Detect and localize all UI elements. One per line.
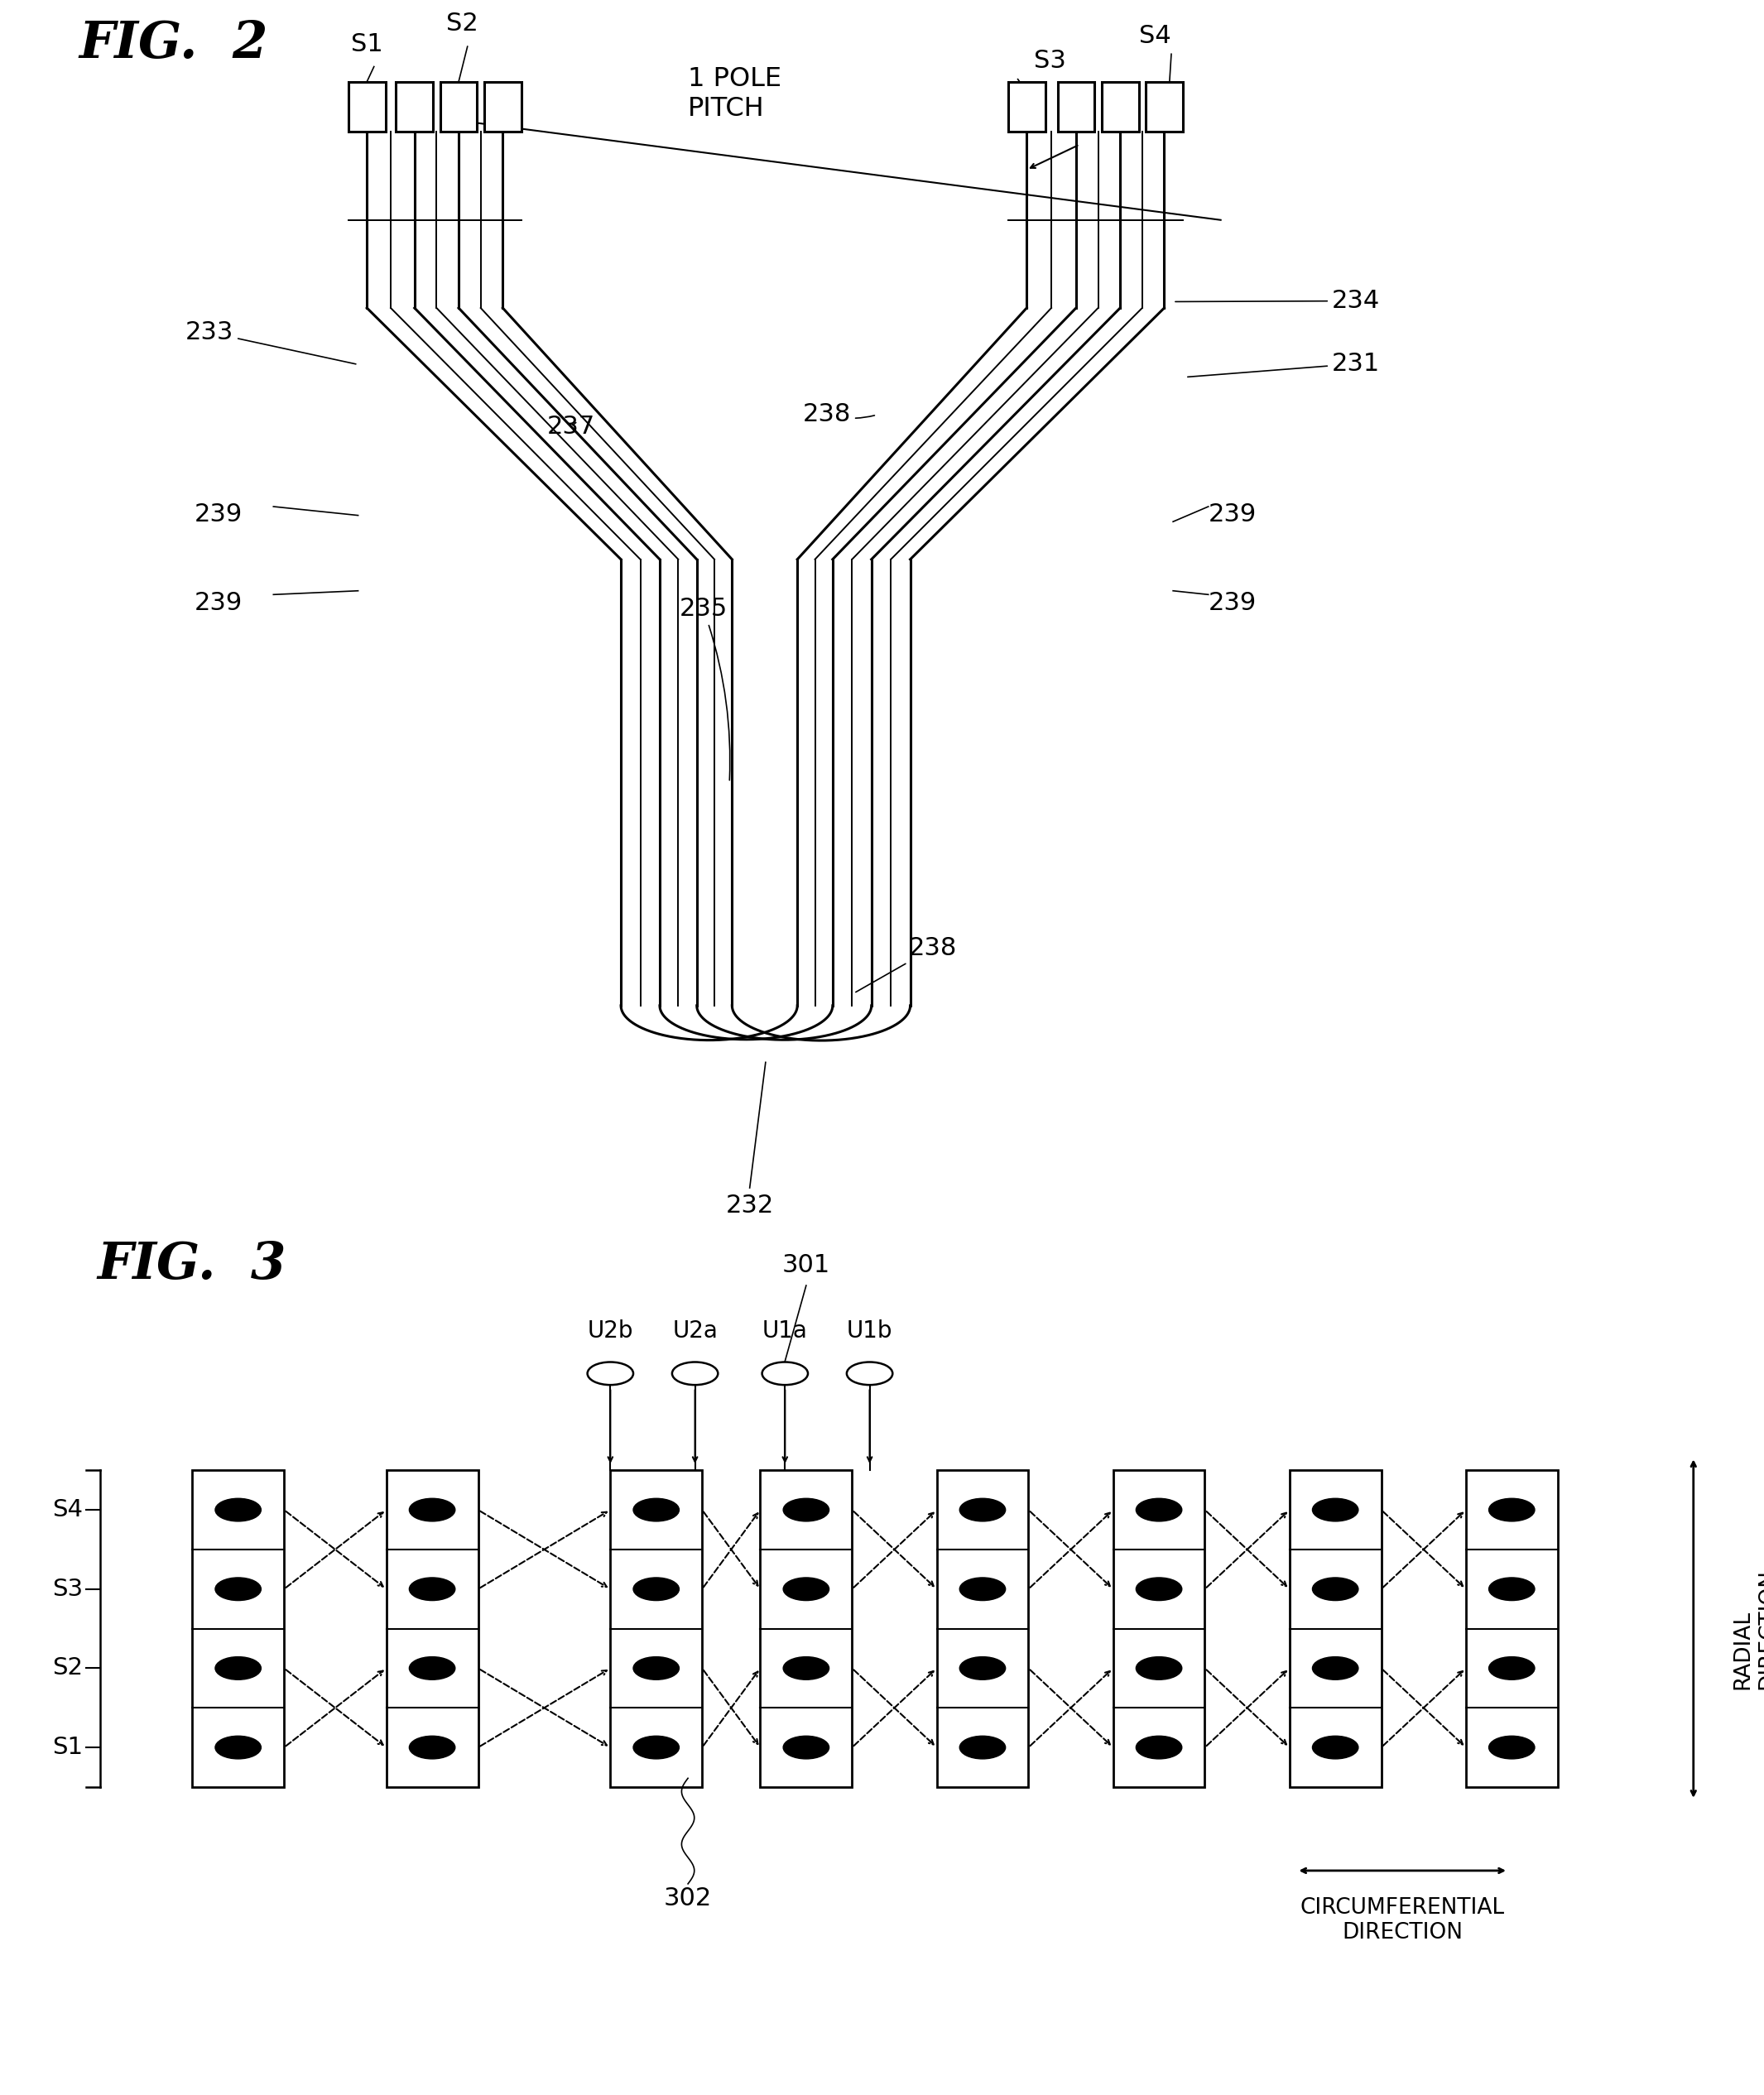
Text: U1a: U1a [762,1320,808,1343]
Circle shape [409,1578,455,1601]
Bar [192,1471,284,1787]
Text: 231: 231 [1187,352,1379,377]
Text: 233: 233 [185,321,356,365]
Bar [386,1471,478,1787]
Bar [397,82,434,132]
Bar [1147,82,1182,132]
Circle shape [1489,1578,1535,1601]
Text: 237: 237 [547,415,594,438]
Circle shape [409,1657,455,1680]
Circle shape [762,1362,808,1385]
Circle shape [1136,1657,1182,1680]
Text: 232: 232 [725,1194,774,1217]
Text: 1 POLE
PITCH: 1 POLE PITCH [688,67,781,122]
Circle shape [1489,1657,1535,1680]
Text: S1: S1 [53,1737,83,1760]
Bar [1289,1471,1381,1787]
Text: 239: 239 [194,591,242,614]
Circle shape [215,1737,261,1760]
Circle shape [633,1737,679,1760]
Circle shape [215,1578,261,1601]
Bar [937,1471,1028,1787]
Circle shape [1136,1737,1182,1760]
Circle shape [633,1498,679,1521]
Text: 234: 234 [1175,289,1379,312]
Circle shape [215,1657,261,1680]
Circle shape [783,1498,829,1521]
Circle shape [1312,1657,1358,1680]
Text: S1: S1 [351,34,383,57]
Text: 301: 301 [781,1253,831,1278]
Text: 302: 302 [663,1888,713,1911]
Circle shape [783,1578,829,1601]
Bar [1113,1471,1205,1787]
Bar [1057,82,1094,132]
Text: 239: 239 [1208,503,1256,526]
Text: RADIAL
DIRECTION: RADIAL DIRECTION [1732,1569,1764,1689]
Circle shape [960,1657,1005,1680]
Circle shape [1136,1578,1182,1601]
Text: U1b: U1b [847,1320,893,1343]
Circle shape [409,1737,455,1760]
Bar [1009,82,1044,132]
Bar [760,1471,852,1787]
Text: S3: S3 [1034,48,1065,73]
Bar [1466,1471,1558,1787]
Bar [610,1471,702,1787]
Text: 235: 235 [679,597,730,779]
Circle shape [1312,1578,1358,1601]
Circle shape [960,1578,1005,1601]
Text: U2b: U2b [587,1320,633,1343]
Text: 239: 239 [1208,591,1256,614]
Bar [1101,82,1140,132]
Text: U2a: U2a [672,1320,718,1343]
Circle shape [1136,1498,1182,1521]
Text: FIG.  3: FIG. 3 [97,1240,286,1288]
Bar [349,82,385,132]
Text: 238: 238 [803,402,875,425]
Circle shape [1312,1498,1358,1521]
Circle shape [215,1498,261,1521]
Text: 238: 238 [856,936,956,993]
Text: FIG.  2: FIG. 2 [79,19,268,69]
Circle shape [783,1737,829,1760]
Text: S2: S2 [53,1657,83,1680]
Circle shape [587,1362,633,1385]
Circle shape [672,1362,718,1385]
Bar [483,82,522,132]
Circle shape [633,1657,679,1680]
Text: S2: S2 [446,10,478,36]
Text: S4: S4 [53,1498,83,1521]
Text: S4: S4 [1140,23,1171,48]
Circle shape [960,1737,1005,1760]
Bar [441,82,476,132]
Circle shape [783,1657,829,1680]
Text: CIRCUMFERENTIAL
DIRECTION: CIRCUMFERENTIAL DIRECTION [1300,1898,1505,1944]
Circle shape [1489,1498,1535,1521]
Circle shape [1312,1737,1358,1760]
Circle shape [633,1578,679,1601]
Text: S3: S3 [53,1578,83,1601]
Text: 239: 239 [194,503,242,526]
Circle shape [1489,1737,1535,1760]
Circle shape [960,1498,1005,1521]
Circle shape [409,1498,455,1521]
Circle shape [847,1362,893,1385]
